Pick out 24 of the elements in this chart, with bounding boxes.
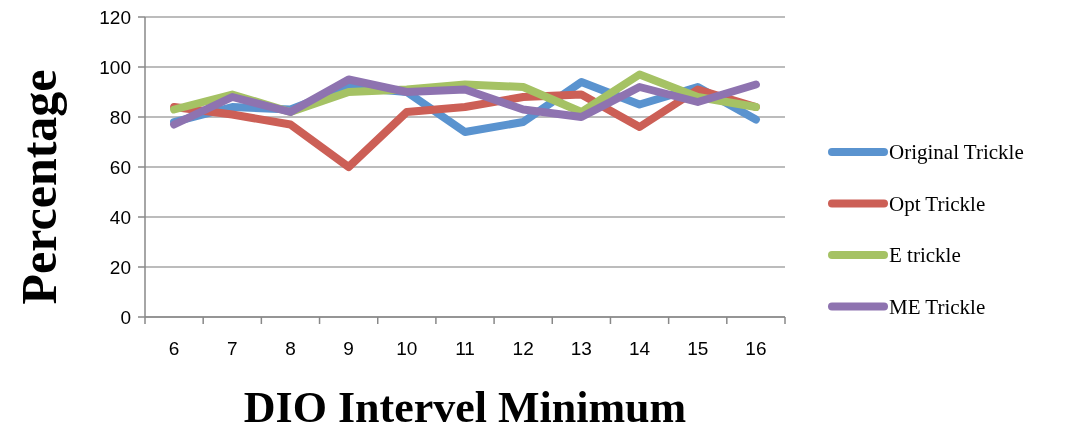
y-tick-label: 40 xyxy=(109,206,131,228)
x-tick-label: 7 xyxy=(226,338,238,359)
y-axis-title: Percentage xyxy=(11,69,67,305)
x-tick-label: 16 xyxy=(745,338,767,359)
x-tick-label: 9 xyxy=(343,338,354,359)
x-tick-label: 8 xyxy=(285,338,296,359)
legend-label: E trickle xyxy=(889,243,961,268)
legend-label: Opt Trickle xyxy=(889,191,986,216)
y-tick-label: 60 xyxy=(109,156,131,178)
x-tick-label: 14 xyxy=(628,338,651,359)
y-tick-label: 80 xyxy=(109,106,131,128)
x-tick-label: 11 xyxy=(455,338,475,359)
y-tick-label: 20 xyxy=(109,256,131,278)
legend-label: Original Trickle xyxy=(889,140,1024,165)
x-tick-label: 15 xyxy=(687,338,709,359)
x-tick-label: 12 xyxy=(512,338,534,359)
x-tick-label: 13 xyxy=(570,338,592,359)
x-tick-label: 10 xyxy=(396,338,418,359)
x-axis-title: DIO Intervel Minimum xyxy=(243,383,687,432)
y-tick-label: 100 xyxy=(99,56,131,78)
y-tick-label: 120 xyxy=(99,6,131,28)
x-tick-label: 6 xyxy=(168,338,180,359)
legend-label: ME Trickle xyxy=(889,294,986,319)
y-tick-label: 0 xyxy=(120,306,131,328)
